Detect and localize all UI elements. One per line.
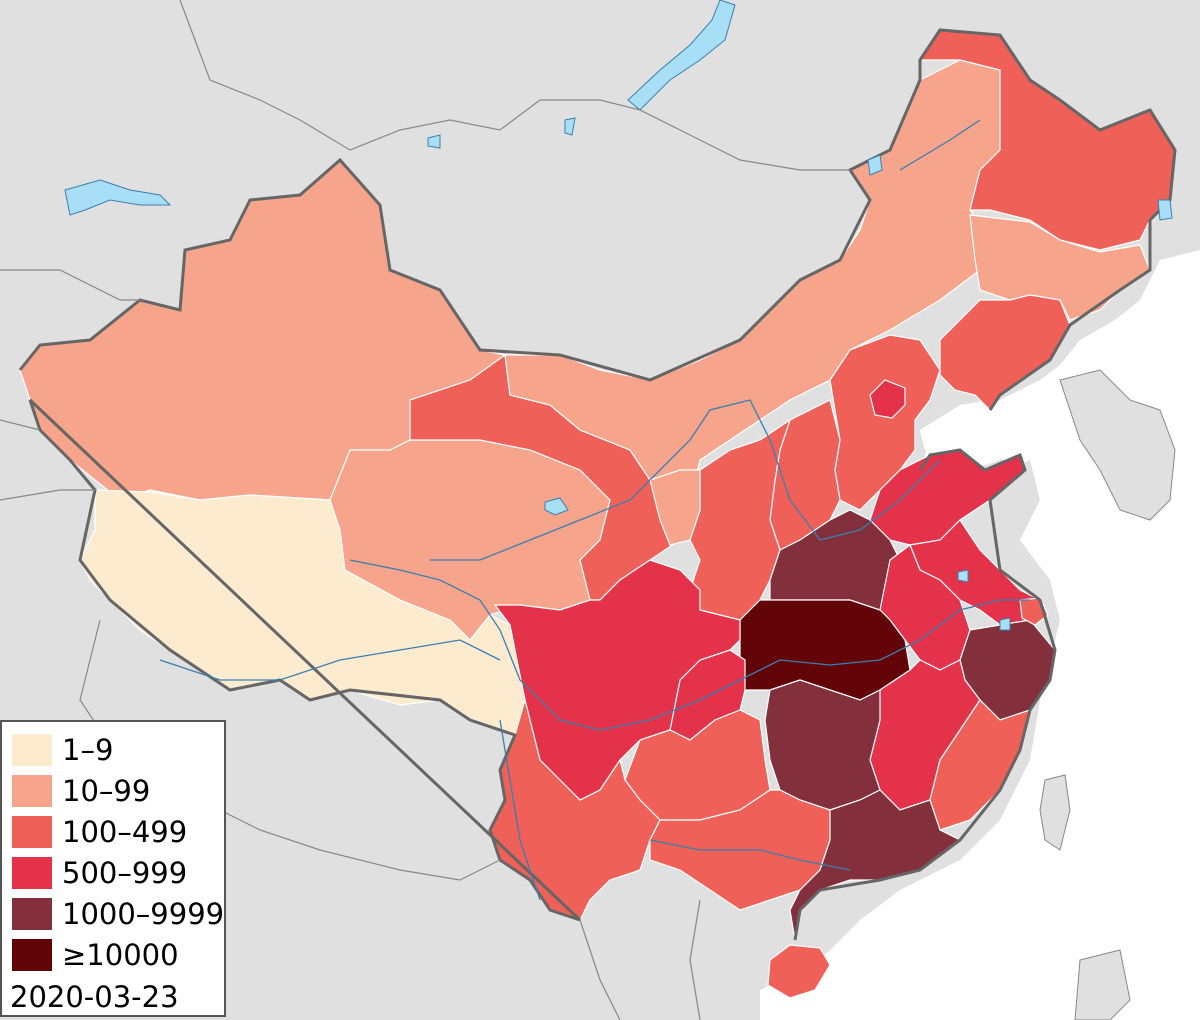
river-yellow xyxy=(430,399,941,561)
lake-small-2 xyxy=(564,117,576,136)
legend-swatch xyxy=(12,939,52,971)
border-kazakh xyxy=(0,269,140,301)
legend-swatch xyxy=(12,816,52,848)
legend-swatch xyxy=(12,857,52,889)
legend-item: ≥10000 xyxy=(12,939,179,971)
legend-item: 500–999 xyxy=(12,857,187,889)
taiwan xyxy=(1039,774,1071,851)
map-date: 2020-03-23 xyxy=(10,980,179,1014)
river-pearl xyxy=(649,839,851,871)
lake-hulun xyxy=(867,154,883,176)
river-brahmaputra xyxy=(159,639,501,681)
border-indochina xyxy=(579,899,701,1020)
lake-small-1 xyxy=(427,134,441,149)
province-guangdong xyxy=(789,789,962,941)
legend-label: 10–99 xyxy=(62,774,151,808)
legend: 1–9 10–99 100–499 500–999 1000–9999 ≥10000 20… xyxy=(0,720,226,1017)
river-mekong xyxy=(499,719,541,901)
lake-taihu xyxy=(999,617,1011,631)
province-jilin xyxy=(969,214,1151,321)
legend-item: 1000–9999 xyxy=(12,898,224,930)
border-mongolia-russia xyxy=(179,0,850,171)
legend-swatch xyxy=(12,898,52,930)
border-central-asia xyxy=(0,419,95,501)
luzon xyxy=(1074,949,1131,1020)
lake-xingkai xyxy=(1157,199,1173,221)
legend-item: 100–499 xyxy=(12,816,187,848)
legend-label: 500–999 xyxy=(62,856,188,890)
legend-item: 10–99 xyxy=(12,775,150,807)
legend-swatch xyxy=(12,775,52,807)
legend-label: 1000–9999 xyxy=(62,897,225,931)
china-border xyxy=(18,28,1177,941)
river-heilong xyxy=(899,119,981,171)
legend-item: 1–9 xyxy=(12,734,113,766)
province-ningxia xyxy=(649,469,701,546)
province-hainan xyxy=(767,944,831,999)
legend-label: ≥10000 xyxy=(62,938,179,972)
legend-label: 1–9 xyxy=(62,733,114,767)
lake-qinghai xyxy=(544,497,569,516)
province-hubei xyxy=(739,599,911,701)
rivers xyxy=(159,119,1030,901)
lake-chaohu xyxy=(957,569,969,583)
legend-swatch xyxy=(12,734,52,766)
river-yangtze xyxy=(349,559,1030,731)
legend-label: 100–499 xyxy=(62,815,188,849)
province-beijing xyxy=(869,379,906,419)
lakes xyxy=(64,0,1173,631)
lake-balkhash xyxy=(64,179,172,216)
korea xyxy=(1059,369,1176,521)
